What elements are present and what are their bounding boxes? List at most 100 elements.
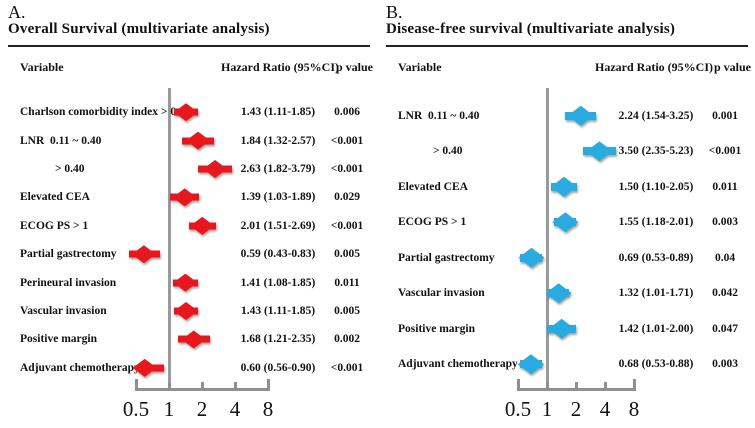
- hr-marker: [178, 330, 210, 349]
- forest-row: Partial gastrectomy 0.69 (0.53-0.89) 0.04: [378, 240, 755, 276]
- axis-tick-label: 8: [262, 397, 274, 421]
- column-header-hazard-ratio: Hazard Ratio (95%CI): [595, 60, 713, 74]
- variable-label: Adjuvant chemotherapy: [20, 361, 140, 374]
- hr-ci-text: 1.50 (1.10-2.05): [618, 180, 694, 193]
- hr-ci-text: 0.68 (0.53-0.88): [618, 358, 694, 371]
- axis-tick-label: 8: [628, 397, 640, 421]
- p-value-text: 0.04: [714, 251, 736, 264]
- p-value-text: 0.011: [334, 276, 360, 289]
- forest-row: ECOG PS > 1 1.55 (1.18-2.01) 0.003: [378, 205, 755, 241]
- hr-ci-text: 2.01 (1.51-2.69): [240, 219, 316, 232]
- forest-row: Vascular invasion 1.43 (1.11-1.85) 0.005: [0, 297, 377, 325]
- hr-marker: [518, 247, 545, 268]
- forest-row: Positive margin 1.68 (1.21-2.35) 0.002: [0, 325, 377, 353]
- hr-diamond: [131, 245, 156, 264]
- forest-row: Positive margin 1.42 (1.01-2.00) 0.047: [378, 311, 755, 347]
- axis-tick: [545, 382, 549, 388]
- forest-row: ECOG PS > 1 2.01 (1.51-2.69) <0.001: [0, 212, 377, 240]
- reference-line: [167, 88, 171, 388]
- hr-ci-text: 1.43 (1.11-1.85): [240, 305, 316, 318]
- forest-row: Vascular invasion 1.32 (1.01-1.71) 0.042: [378, 276, 755, 312]
- rows-container: LNR 0.11 ~ 0.40 2.24 (1.54-3.25) 0.001 > 0.…: [378, 88, 755, 388]
- column-header-variable: Variable: [398, 60, 442, 74]
- plot-area: Charlson comorbidity index > 0 1.43 (1.11…: [0, 88, 377, 388]
- hr-marker: [182, 131, 214, 150]
- hr-ci-text: 0.69 (0.53-0.89): [618, 251, 694, 264]
- variable-label: Vascular invasion: [398, 287, 485, 300]
- p-value-text: 0.042: [712, 287, 738, 300]
- hr-ci-text: 1.41 (1.08-1.85): [240, 276, 316, 289]
- forest-row: Elevated CEA 1.50 (1.10-2.05) 0.011: [378, 169, 755, 205]
- column-headers: Variable Hazard Ratio (95%CI) p value: [378, 60, 755, 78]
- hr-diamond: [186, 131, 211, 150]
- p-value-text: <0.001: [708, 145, 742, 158]
- hr-marker: [550, 176, 577, 197]
- hr-marker: [172, 273, 199, 292]
- hr-marker: [197, 160, 233, 179]
- hr-diamond: [518, 247, 545, 268]
- forest-row: Charlson comorbidity index > 0 1.43 (1.11…: [0, 98, 377, 126]
- axis-tick-label: 1: [541, 397, 553, 421]
- forest-row: > 0.40 2.63 (1.82-3.79) <0.001: [0, 155, 377, 183]
- hr-ci-text: 2.63 (1.82-3.79): [240, 163, 316, 176]
- forest-row: > 0.40 3.50 (2.35-5.23) <0.001: [378, 134, 755, 170]
- panel-overall-survival: A. Overall Survival (multivariate analys…: [0, 0, 377, 428]
- variable-label: LNR 0.11 ~ 0.40: [398, 109, 480, 122]
- hr-ci-text: 1.68 (1.21-2.35): [240, 333, 316, 346]
- hr-marker: [188, 216, 217, 235]
- hr-diamond: [548, 318, 575, 339]
- axis-tick: [266, 379, 270, 388]
- p-value-text: <0.001: [330, 361, 364, 374]
- hr-ci-text: 1.84 (1.32-2.57): [240, 134, 316, 147]
- rows-container: Charlson comorbidity index > 0 1.43 (1.11…: [0, 88, 377, 388]
- axis-tick-label: 0.5: [504, 397, 532, 421]
- p-value-text: 0.011: [712, 180, 738, 193]
- axis-tick: [632, 379, 636, 388]
- hr-ci-text: 2.24 (1.54-3.25): [618, 109, 694, 122]
- p-value-text: 0.005: [334, 248, 360, 261]
- forest-row: Adjuvant chemotherapy 0.68 (0.53-0.88) 0.0…: [378, 347, 755, 383]
- forest-row: Perineural invasion 1.41 (1.08-1.85) 0.011: [0, 268, 377, 296]
- title-rule: [386, 45, 748, 47]
- hr-diamond: [517, 354, 544, 375]
- hr-ci-text: 0.59 (0.43-0.83): [240, 248, 316, 261]
- axis-tick: [603, 382, 607, 388]
- variable-label: Partial gastrectomy: [398, 251, 495, 264]
- p-value-text: 0.047: [712, 322, 738, 335]
- hr-marker: [552, 212, 579, 233]
- column-header-p-value: p value: [335, 60, 373, 74]
- forest-row: LNR 0.11 ~ 0.40 2.24 (1.54-3.25) 0.001: [378, 98, 755, 134]
- column-headers: Variable Hazard Ratio (95%CI) p value: [0, 60, 377, 78]
- panel-disease-free-survival: B. Disease-free survival (multivariate a…: [378, 0, 755, 428]
- variable-label: Vascular invasion: [20, 305, 107, 318]
- variable-label: Perineural invasion: [20, 276, 117, 289]
- p-value-text: <0.001: [330, 219, 364, 232]
- variable-label: Elevated CEA: [398, 180, 468, 193]
- variable-label: LNR 0.11 ~ 0.40: [20, 134, 102, 147]
- variable-label: Adjuvant chemotherapy: [398, 358, 518, 371]
- forest-row: Elevated CEA 1.39 (1.03-1.89) 0.029: [0, 183, 377, 211]
- hr-ci-text: 1.55 (1.18-2.01): [618, 216, 694, 229]
- variable-label: > 0.40: [55, 163, 85, 176]
- hr-marker: [128, 245, 161, 264]
- axis-tick: [516, 379, 520, 388]
- forest-row: Adjuvant chemotherapy 0.60 (0.56-0.90) <0.…: [0, 354, 377, 382]
- forest-row: LNR 0.11 ~ 0.40 1.84 (1.32-2.57) <0.001: [0, 126, 377, 154]
- hr-diamond: [181, 330, 206, 349]
- axis-line: [516, 388, 636, 391]
- hr-diamond: [190, 216, 215, 235]
- hr-diamond: [545, 283, 572, 304]
- hr-ci-text: 0.60 (0.56-0.90): [240, 361, 316, 374]
- p-value-text: 0.001: [712, 109, 738, 122]
- p-value-text: <0.001: [330, 134, 364, 147]
- axis-tick: [200, 382, 204, 388]
- hr-marker: [173, 302, 199, 321]
- hr-marker: [517, 354, 544, 375]
- axis-tick-label: 0.5: [122, 397, 150, 421]
- panel-title-overall-survival: Overall Survival (multivariate analysis): [8, 21, 270, 37]
- variable-label: Positive margin: [398, 322, 475, 335]
- column-header-variable: Variable: [20, 60, 64, 74]
- x-axis: 0.5 1 2 4 8: [0, 379, 377, 428]
- hr-diamond: [586, 141, 613, 162]
- p-value-text: 0.003: [712, 216, 738, 229]
